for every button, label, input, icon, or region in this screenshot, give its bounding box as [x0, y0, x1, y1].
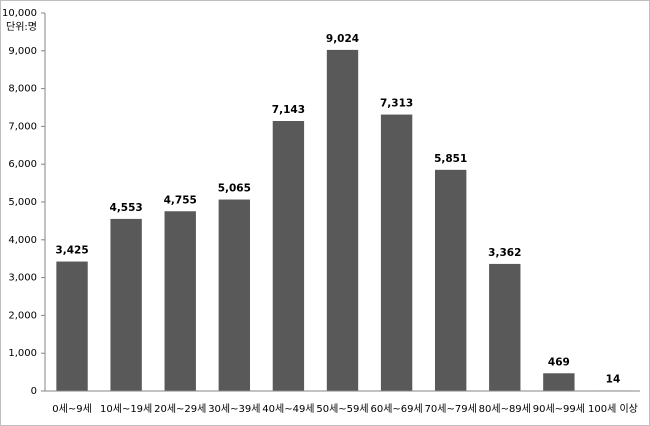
- value-label: 4,553: [110, 202, 143, 214]
- y-tick-label: 2,000: [8, 310, 37, 321]
- x-tick-label: 70세~79세: [425, 403, 477, 415]
- bar: [56, 261, 88, 391]
- x-tick-label: 60세~69세: [370, 403, 422, 415]
- bar: [110, 218, 142, 391]
- y-tick-label: 5,000: [8, 197, 37, 208]
- value-label: 3,425: [55, 245, 88, 257]
- value-label: 5,065: [218, 183, 251, 195]
- value-label: 14: [606, 373, 621, 385]
- bar: [489, 263, 521, 391]
- value-label: 7,313: [380, 98, 413, 110]
- y-tick-label: 9,000: [8, 46, 37, 57]
- value-label: 9,024: [326, 33, 359, 45]
- y-tick-label: 0: [31, 386, 37, 397]
- x-tick-label: 90세~99세: [533, 403, 585, 415]
- value-label: 3,362: [488, 247, 521, 259]
- bar: [434, 169, 467, 391]
- y-tick-label: 1,000: [8, 348, 37, 359]
- value-label: 5,851: [434, 153, 467, 165]
- value-label: 7,143: [272, 104, 305, 116]
- value-label: 4,755: [164, 194, 197, 206]
- x-tick-label: 10세~19세: [100, 403, 152, 415]
- y-tick-label: 7,000: [8, 121, 37, 132]
- x-tick-label: 0세~9세: [52, 403, 92, 415]
- value-label: 469: [548, 356, 570, 368]
- x-tick-label: 50세~59세: [316, 403, 368, 415]
- bar: [543, 373, 575, 391]
- bar: [164, 211, 196, 391]
- y-tick-label: 10,000: [2, 8, 37, 19]
- x-tick-label: 40세~49세: [262, 403, 314, 415]
- x-tick-label: 80세~89세: [479, 403, 531, 415]
- x-tick-label: 100세 이상: [588, 403, 638, 415]
- bar: [272, 120, 305, 391]
- x-tick-label: 30세~39세: [208, 403, 260, 415]
- unit-annotation: 단위:명: [6, 20, 37, 33]
- y-tick-label: 8,000: [8, 84, 37, 95]
- bar: [380, 114, 413, 391]
- y-tick-label: 3,000: [8, 273, 37, 284]
- bar: [326, 49, 359, 392]
- bar: [218, 199, 251, 391]
- x-tick-label: 20세~29세: [154, 403, 206, 415]
- y-tick-label: 4,000: [8, 235, 37, 246]
- y-tick-label: 6,000: [8, 159, 37, 170]
